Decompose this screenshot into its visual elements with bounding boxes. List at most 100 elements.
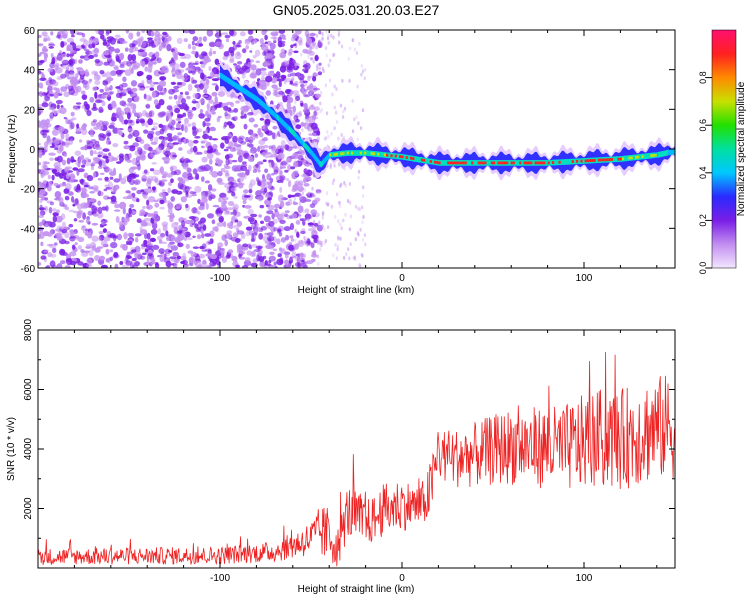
noise-speck — [237, 137, 244, 144]
noise-speck — [70, 76, 78, 85]
noise-speck — [324, 136, 328, 141]
noise-speck — [362, 185, 365, 190]
noise-speck — [169, 165, 178, 171]
noise-speck — [38, 221, 43, 227]
noise-speck — [128, 167, 135, 174]
noise-speck — [98, 151, 104, 155]
noise-speck — [211, 91, 218, 97]
trace-core — [234, 82, 236, 88]
noise-speck — [100, 34, 105, 40]
noise-speck — [215, 84, 219, 92]
noise-speck — [52, 208, 57, 212]
noise-speck — [290, 44, 294, 49]
noise-speck — [92, 157, 99, 162]
noise-speck — [297, 73, 305, 81]
noise-speck — [47, 185, 52, 192]
noise-speck — [170, 196, 175, 202]
trace-core — [246, 90, 248, 96]
noise-speck — [128, 241, 133, 246]
trace-core — [657, 151, 660, 158]
noise-speck — [151, 175, 158, 182]
trace-peak — [346, 151, 349, 155]
noise-speck — [304, 109, 308, 114]
noise-speck — [324, 239, 328, 243]
noise-speck — [195, 228, 201, 233]
trace-core — [328, 153, 330, 159]
noise-speck — [307, 75, 311, 82]
noise-speck — [141, 178, 147, 182]
noise-speck — [147, 243, 154, 246]
noise-speck — [106, 196, 114, 200]
noise-speck — [293, 111, 296, 116]
noise-speck — [304, 213, 312, 220]
noise-speck — [299, 229, 303, 234]
noise-speck — [146, 204, 153, 210]
noise-speck — [233, 63, 237, 66]
noise-speck — [243, 152, 250, 159]
noise-speck — [116, 107, 122, 114]
noise-speck — [177, 114, 184, 119]
trace-peak — [628, 156, 631, 160]
noise-speck — [298, 150, 306, 156]
trace-peak — [501, 161, 504, 165]
noise-speck — [152, 61, 157, 65]
noise-speck — [135, 160, 141, 167]
noise-speck — [72, 203, 76, 207]
noise-speck — [78, 219, 85, 223]
noise-speck — [137, 136, 142, 141]
noise-speck — [55, 215, 63, 223]
noise-speck — [163, 160, 170, 164]
noise-speck — [101, 206, 107, 211]
noise-speck — [354, 237, 357, 242]
noise-speck — [48, 106, 55, 111]
noise-speck — [48, 180, 53, 187]
noise-speck — [235, 164, 242, 171]
trace-core — [349, 150, 352, 156]
noise-speck — [77, 210, 83, 215]
noise-speck — [357, 206, 360, 211]
trace-core — [487, 160, 490, 166]
noise-speck — [283, 78, 287, 85]
noise-speck — [117, 40, 121, 44]
noise-speck — [94, 72, 98, 77]
noise-speck — [243, 195, 251, 198]
noise-speck — [293, 162, 298, 167]
noise-speck — [169, 256, 177, 260]
noise-speck — [89, 128, 94, 136]
noise-speck — [205, 58, 212, 63]
noise-speck — [72, 43, 77, 51]
noise-speck — [238, 176, 245, 182]
noise-speck — [294, 31, 297, 36]
noise-speck — [184, 91, 189, 96]
noise-speck — [197, 211, 201, 215]
noise-speck — [312, 87, 321, 91]
colorbar-tick-label: 0.0 — [698, 262, 708, 275]
noise-speck — [61, 59, 69, 64]
noise-speck — [309, 176, 312, 181]
noise-speck — [65, 133, 70, 140]
noise-speck — [354, 204, 358, 209]
noise-speck — [126, 195, 133, 200]
noise-speck — [342, 255, 346, 260]
noise-speck — [168, 96, 173, 100]
noise-speck — [275, 71, 281, 79]
noise-speck — [302, 67, 306, 72]
noise-speck — [215, 157, 220, 163]
noise-speck — [86, 264, 93, 267]
trace-core — [258, 98, 260, 104]
noise-speck — [215, 41, 223, 47]
noise-speck — [227, 109, 235, 113]
noise-speck — [82, 123, 87, 131]
trace-core — [615, 156, 617, 162]
noise-speck — [108, 152, 112, 156]
noise-speck — [143, 222, 148, 227]
noise-speck — [326, 36, 330, 41]
noise-speck — [279, 175, 286, 181]
noise-speck — [317, 71, 323, 76]
noise-speck — [234, 257, 238, 263]
noise-speck — [357, 175, 360, 180]
noise-speck — [83, 101, 88, 107]
trace-core — [555, 159, 557, 166]
noise-speck — [75, 126, 82, 134]
noise-speck — [143, 217, 151, 222]
